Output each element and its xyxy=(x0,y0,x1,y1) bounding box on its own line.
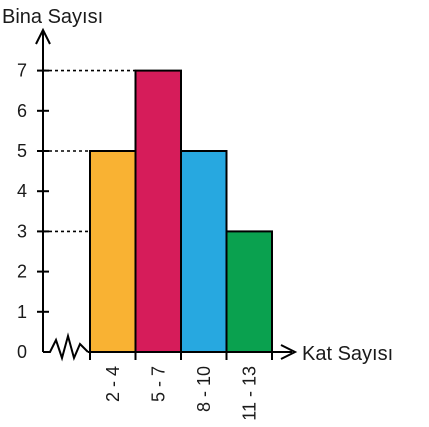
y-axis-title: Bina Sayısı xyxy=(2,6,103,28)
x-tick-label: 2 - 4 xyxy=(103,366,123,402)
bar-1 xyxy=(89,150,137,353)
y-tick-label: 2 xyxy=(17,262,27,282)
x-tick-label: 5 - 7 xyxy=(148,366,168,402)
y-tick-label: 7 xyxy=(17,61,27,81)
x-tick-label: 11 - 13 xyxy=(239,366,259,421)
y-tick-label: 3 xyxy=(17,221,27,241)
y-tick-label: 4 xyxy=(17,181,27,201)
y-tick-label: 1 xyxy=(17,302,27,322)
y-tick-label: 5 xyxy=(17,141,27,161)
y-axis-arrow xyxy=(35,27,51,45)
y-tick-label: 0 xyxy=(17,342,27,362)
y-tick-label: 6 xyxy=(17,101,27,121)
x-axis-title: Kat Sayısı xyxy=(302,343,393,365)
x-axis-arrow xyxy=(280,344,298,360)
axis-break-zigzag xyxy=(43,332,89,362)
bar-3 xyxy=(180,150,228,353)
bar-2 xyxy=(134,69,182,353)
x-tick-label: 8 - 10 xyxy=(194,366,214,412)
bar-4 xyxy=(225,230,273,353)
